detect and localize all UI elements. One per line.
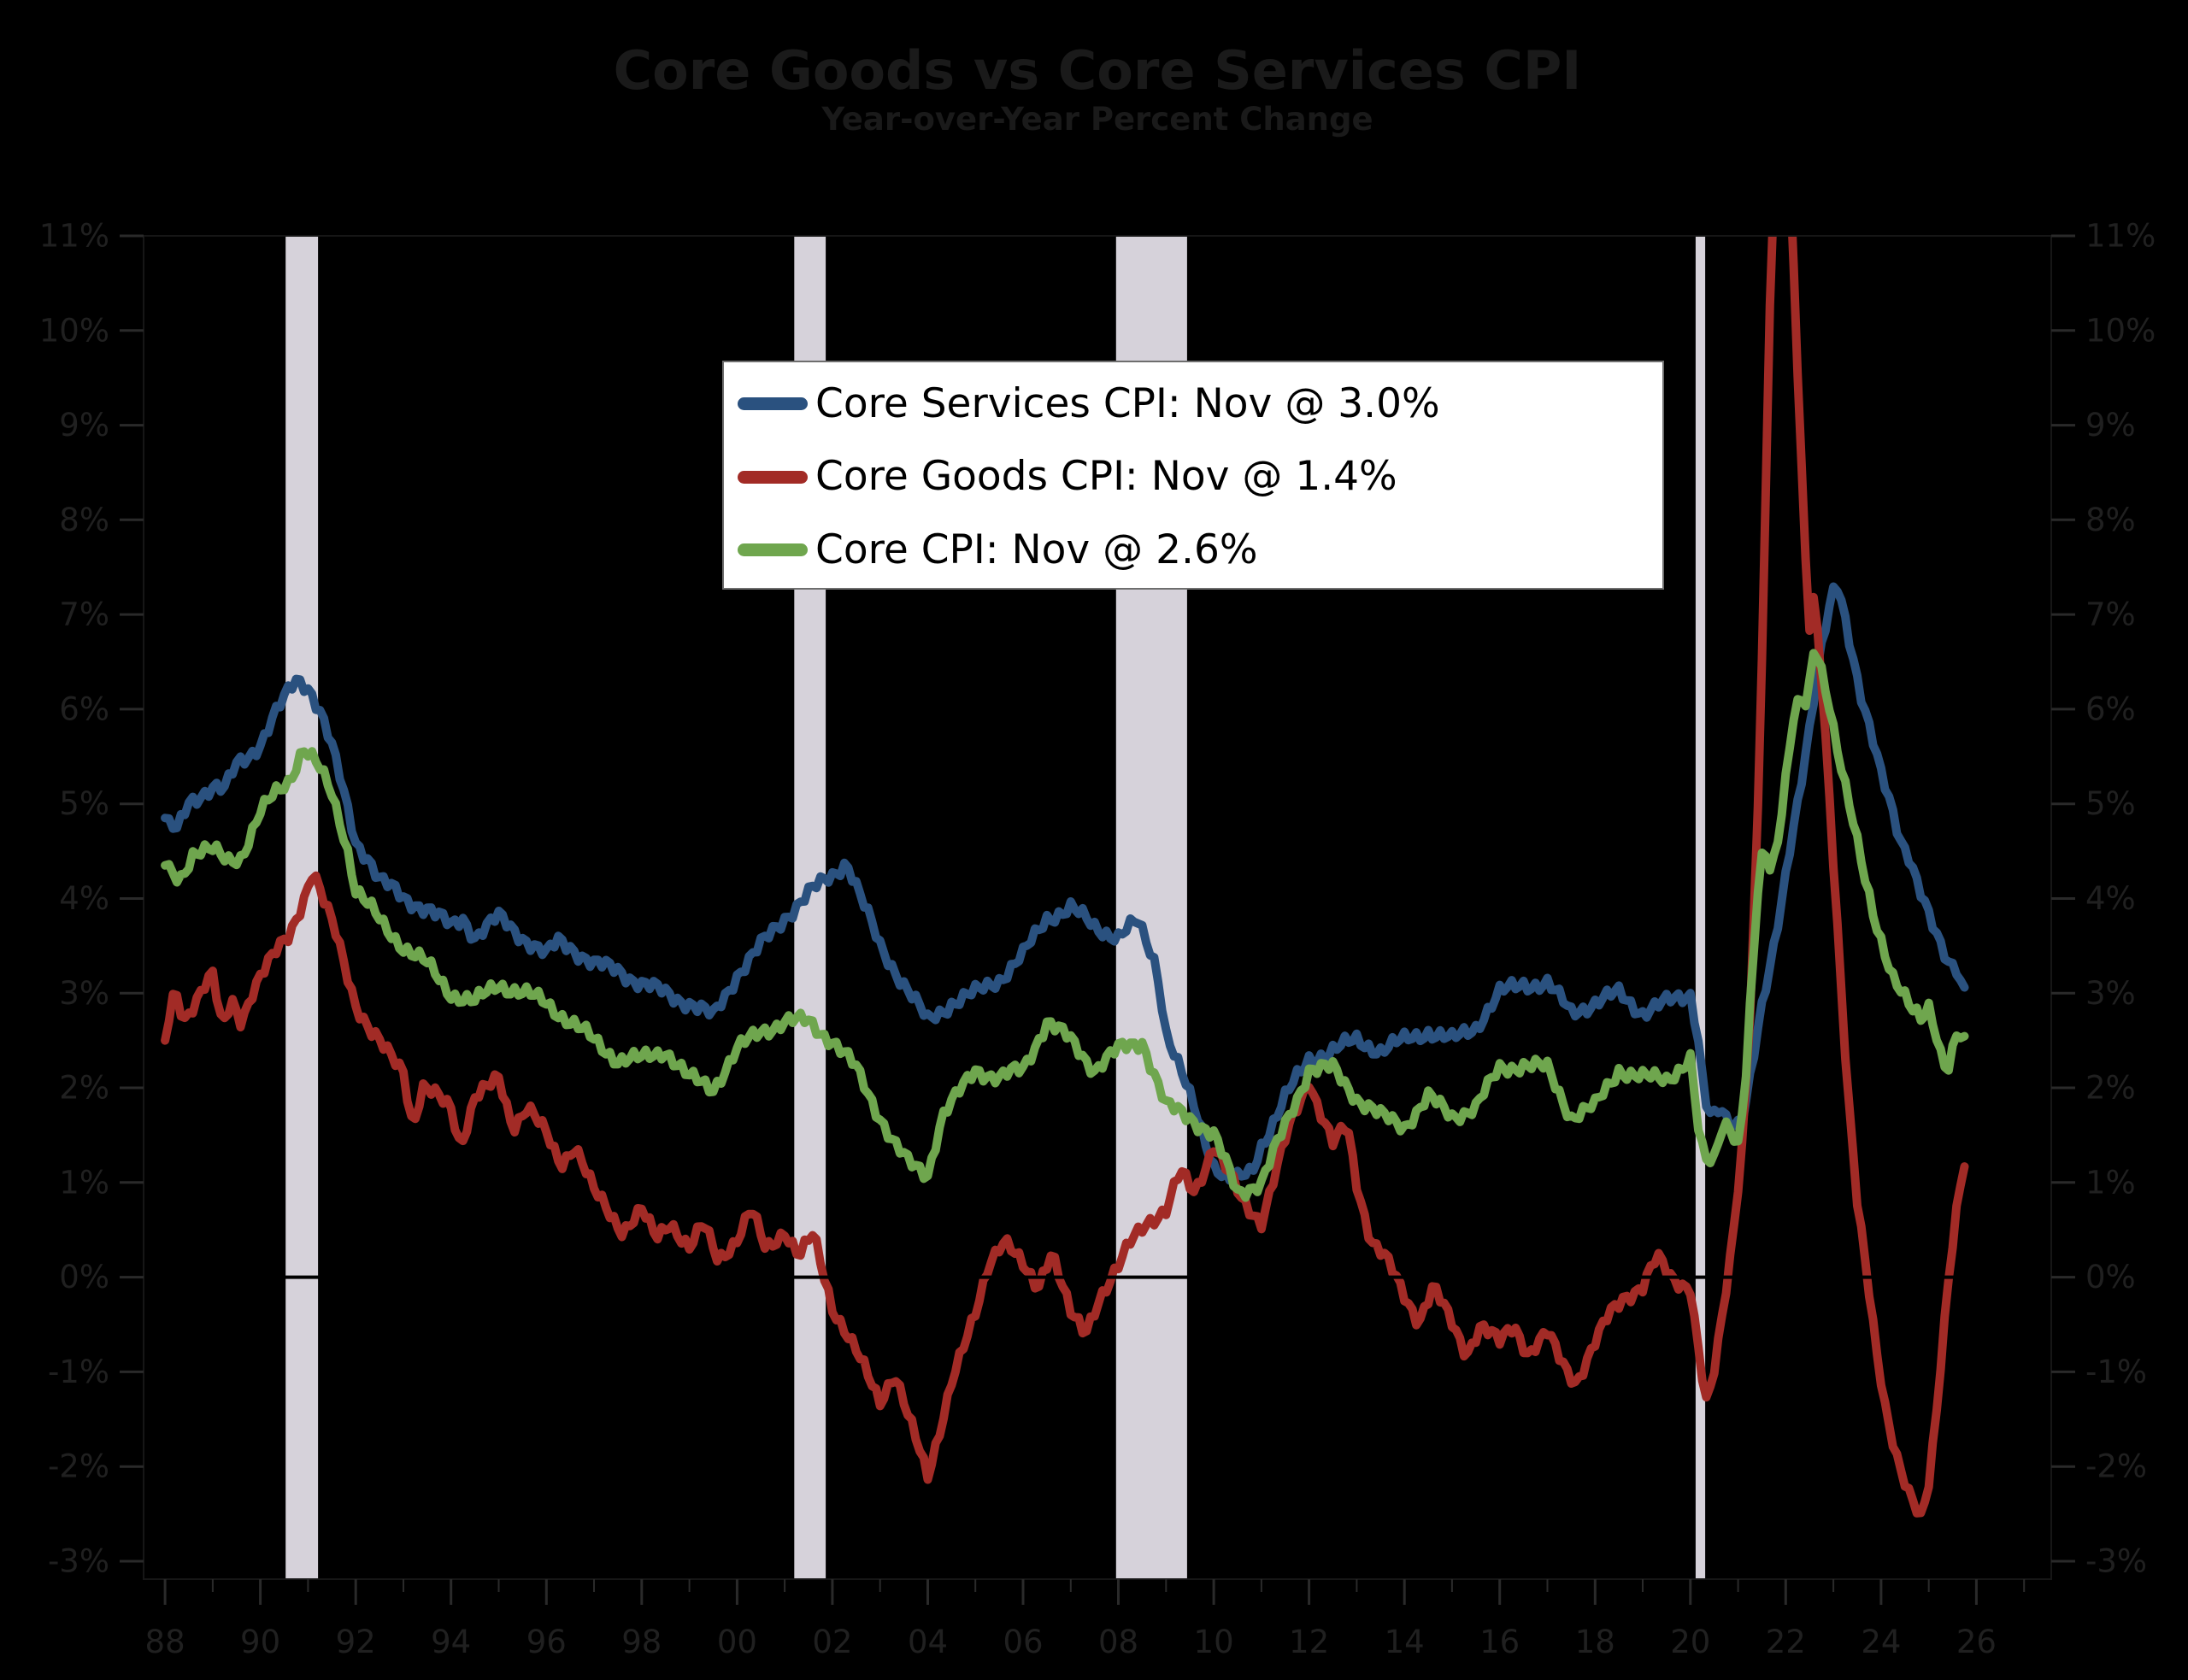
y-axis-tick-label-right: 6% — [2085, 690, 2136, 727]
y-axis-tick-label-right: 1% — [2085, 1164, 2136, 1201]
x-axis-tick-label: 24 — [1861, 1624, 1901, 1660]
x-axis-tick-label: 06 — [1003, 1624, 1043, 1660]
y-axis-tick-label-left: 6% — [59, 690, 109, 727]
core-services-line-swatch-icon — [738, 397, 808, 411]
y-axis-tick-label-left: 8% — [59, 502, 109, 538]
y-axis-tick-label-right: -1% — [2085, 1354, 2147, 1390]
x-axis-tick-label: 08 — [1098, 1624, 1138, 1660]
x-axis-tick-label: 14 — [1385, 1624, 1425, 1660]
y-axis-tick-label-right: 2% — [2085, 1070, 2136, 1107]
legend-label-core-cpi: Core CPI: Nov @ 2.6% — [815, 526, 1258, 573]
legend-label-core-goods: Core Goods CPI: Nov @ 1.4% — [815, 453, 1397, 501]
chart-title: Core Goods vs Core Services CPI — [613, 39, 1582, 102]
y-axis-tick-label-left: 0% — [59, 1259, 109, 1295]
x-axis-tick-label: 12 — [1289, 1624, 1329, 1660]
x-axis-tick-label: 90 — [240, 1624, 280, 1660]
core-cpi-line — [161, 649, 1969, 1202]
y-axis-tick-label-right: -3% — [2085, 1543, 2147, 1580]
x-axis-tick-label: 04 — [908, 1624, 948, 1660]
legend-item-core-services: Core Services CPI: Nov @ 3.0% — [738, 383, 1642, 425]
x-axis-tick-label: 96 — [526, 1624, 567, 1660]
legend-item-core-cpi: Core CPI: Nov @ 2.6% — [738, 526, 1642, 573]
y-axis-tick-label-right: 0% — [2085, 1259, 2136, 1295]
y-axis-tick-label-right: -2% — [2085, 1448, 2147, 1485]
y-axis-tick-label-right: 7% — [2085, 596, 2136, 633]
y-axis-tick-label-right: 11% — [2085, 218, 2156, 255]
y-axis-tick-label-left: 1% — [59, 1164, 109, 1201]
x-axis-tick-label: 10 — [1194, 1624, 1234, 1660]
y-axis-tick-label-left: -1% — [48, 1354, 109, 1390]
y-axis-tick-label-left: 10% — [39, 312, 109, 349]
chart-subtitle: Year-over-Year Percent Change — [821, 101, 1373, 138]
y-axis-tick-label-left: 9% — [59, 407, 109, 443]
y-axis-tick-label-left: -3% — [48, 1543, 109, 1580]
x-axis-tick-label: 92 — [336, 1624, 376, 1660]
plot-frame — [143, 235, 2052, 1580]
x-axis-tick-label: 88 — [145, 1624, 185, 1660]
x-axis-tick-label: 20 — [1670, 1624, 1710, 1660]
x-axis-tick-label: 00 — [717, 1624, 757, 1660]
x-axis-tick-label: 18 — [1575, 1624, 1615, 1660]
core-goods-line-swatch-icon — [738, 470, 808, 484]
y-axis-tick-label-left: 3% — [59, 975, 109, 1012]
core-goods-cpi-line — [161, 236, 1969, 1518]
x-axis-tick-label: 16 — [1479, 1624, 1520, 1660]
y-axis-tick-label-right: 9% — [2085, 407, 2136, 443]
core-cpi-line-swatch-icon — [738, 543, 808, 556]
x-axis-tick-label: 22 — [1766, 1624, 1806, 1660]
y-axis-tick-label-left: 11% — [39, 218, 109, 255]
y-axis-tick-label-right: 5% — [2085, 785, 2136, 822]
y-axis-tick-label-right: 4% — [2085, 880, 2136, 917]
y-axis-tick-label-left: 7% — [59, 596, 109, 633]
y-axis-tick-label-left: -2% — [48, 1448, 109, 1485]
y-axis-tick-label-left: 4% — [59, 880, 109, 917]
x-axis-tick-label: 98 — [621, 1624, 662, 1660]
y-axis-tick-label-right: 8% — [2085, 502, 2136, 538]
y-axis-tick-label-right: 10% — [2085, 312, 2156, 349]
x-axis-tick-label: 94 — [431, 1624, 471, 1660]
recession-band — [1695, 236, 1706, 1579]
legend-label-core-services: Core Services CPI: Nov @ 3.0% — [815, 380, 1440, 427]
x-axis-tick-label: 02 — [812, 1624, 852, 1660]
y-axis-tick-label-left: 5% — [59, 785, 109, 822]
y-axis-tick-label-left: 2% — [59, 1070, 109, 1107]
y-axis-tick-label-right: 3% — [2085, 975, 2136, 1012]
legend-box: Core Services CPI: Nov @ 3.0% Core Goods… — [722, 361, 1664, 590]
legend-item-core-goods: Core Goods CPI: Nov @ 1.4% — [738, 453, 1642, 501]
x-axis-tick-label: 26 — [1956, 1624, 1997, 1660]
core-services-cpi-line — [161, 582, 1969, 1187]
